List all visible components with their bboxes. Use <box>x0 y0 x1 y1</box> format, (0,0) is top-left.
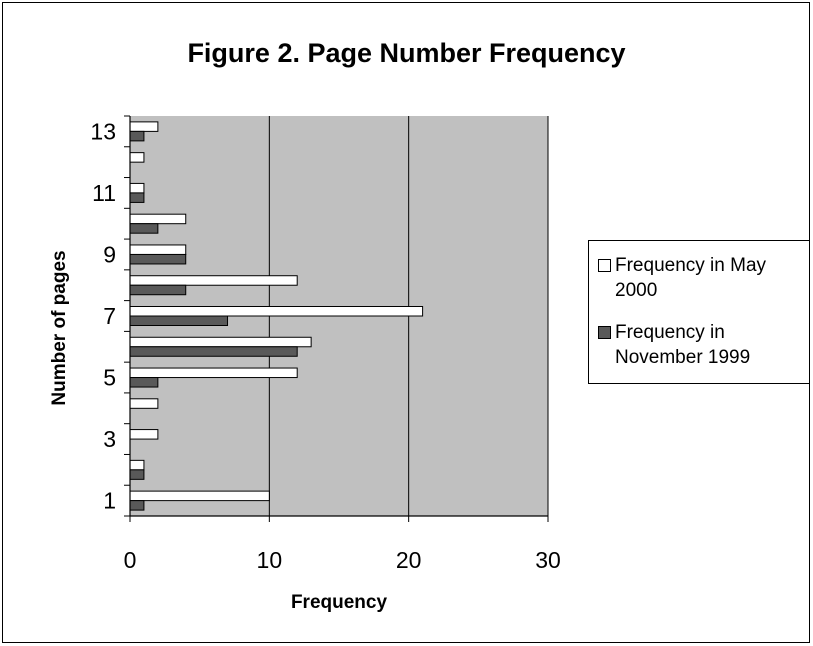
y-axis-label: Number of pages <box>49 250 70 406</box>
y-tick-label-11: 11 <box>92 180 116 206</box>
legend-swatch-november-1999 <box>598 326 611 339</box>
legend-label-may-2000: Frequency in May 2000 <box>615 255 767 301</box>
bar-s1-pages-13 <box>129 130 145 142</box>
bar-s0-pages-9 <box>129 244 187 255</box>
bar-s0-pages-8 <box>129 275 298 286</box>
bar-s0-pages-4 <box>129 398 159 409</box>
bar-s0-pages-10 <box>129 213 187 225</box>
bar-s1-pages-11 <box>129 192 145 203</box>
bar-s1-pages-5 <box>129 377 159 388</box>
x-tick-label-20: 20 <box>396 547 422 573</box>
bar-s1-pages-6 <box>129 346 298 357</box>
x-tick-label-30: 30 <box>535 547 561 573</box>
legend-item-may-2000: Frequency in May 2000 <box>598 253 805 303</box>
legend-item-november-1999: Frequency in November 1999 <box>598 320 805 370</box>
bar-s0-pages-3 <box>129 429 159 440</box>
bar-s0-pages-13 <box>129 121 159 132</box>
bar-s1-pages-9 <box>129 253 187 265</box>
chart-title: Figure 2. Page Number Frequency <box>187 38 626 68</box>
bar-s0-pages-12 <box>129 152 145 163</box>
legend-swatch-may-2000 <box>598 259 611 272</box>
bar-s0-pages-6 <box>129 336 312 348</box>
bar-s0-pages-11 <box>129 182 145 194</box>
bar-s0-pages-2 <box>129 459 145 471</box>
x-axis-label: Frequency <box>290 592 388 613</box>
bar-s0-pages-1 <box>129 490 270 502</box>
y-tick-label-1: 1 <box>103 488 116 514</box>
bar-s1-pages-8 <box>129 284 187 296</box>
legend: Frequency in May 2000 Frequency in Novem… <box>588 240 810 384</box>
y-tick-label-9: 9 <box>103 241 116 267</box>
bar-s1-pages-10 <box>129 223 159 234</box>
bar-s1-pages-2 <box>129 469 145 480</box>
bar-s1-pages-1 <box>129 500 145 511</box>
x-tick-label-10: 10 <box>257 547 283 573</box>
y-tick-label-13: 13 <box>90 118 116 144</box>
y-tick-label-5: 5 <box>103 365 116 391</box>
bar-s0-pages-7 <box>129 306 424 317</box>
bar-s0-pages-5 <box>129 367 298 379</box>
x-tick-label-0: 0 <box>124 547 137 573</box>
y-tick-label-7: 7 <box>103 303 116 329</box>
y-tick-label-3: 3 <box>103 426 116 452</box>
legend-label-november-1999: Frequency in November 1999 <box>615 322 751 368</box>
bar-s1-pages-7 <box>129 315 229 326</box>
